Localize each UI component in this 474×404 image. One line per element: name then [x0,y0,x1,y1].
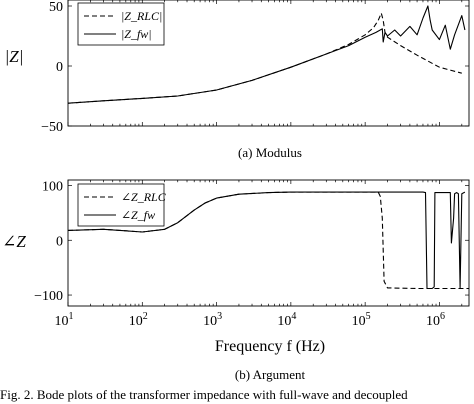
argument-ylabel: ∠Z [2,232,26,251]
argument-plot-frame [67,179,470,307]
x-tick-label: 101 [55,311,74,329]
modulus-panel: |Z| −50 0 50 |Z_RLC| |Z_fw| (a) Modulus [5,0,470,160]
argument-caption: (b) Argument [235,367,306,382]
y-tick-label: 100 [42,179,63,194]
y-tick-label: 0 [56,234,63,249]
series-line-fw [67,5,466,104]
y-tick-label: 50 [49,0,63,15]
legend-label-z-rlc: |Z_RLC| [121,9,162,23]
y-tick-label: −100 [34,289,63,304]
modulus-y-ticks: −50 0 50 [41,0,469,135]
x-tick-label: 103 [203,311,222,329]
x-tick-label: 102 [129,311,148,329]
argument-panel: ∠Z −100 0 100 101 102 103 104 105 106 ∠Z_RLC ∠Z… [2,179,470,382]
modulus-ylabel: |Z| [5,47,24,66]
x-tick-label: 106 [426,311,445,329]
legend-label-arg-rlc: ∠Z_RLC [121,190,167,204]
y-tick-label: −50 [41,120,63,135]
argument-series-lines [67,191,469,290]
argument-y-ticks: −100 0 100 [34,179,469,304]
modulus-caption: (a) Modulus [238,145,302,160]
argument-xlabel: Frequency f (Hz) [215,338,325,355]
modulus-plot-frame [67,0,470,127]
legend-label-arg-fw: ∠Z_fw [121,208,155,222]
modulus-series-lines [67,5,466,104]
argument-legend: ∠Z_RLC ∠Z_fw [77,183,167,227]
y-tick-label: 0 [56,60,63,75]
figure-caption: Fig. 2. Bode plots of the transformer im… [0,387,408,402]
modulus-legend: |Z_RLC| |Z_fw| [77,2,165,46]
series-line-fw [67,191,466,290]
x-tick-label: 105 [352,311,371,329]
legend-label-z-fw: |Z_fw| [121,27,152,41]
x-tick-label: 104 [277,311,296,329]
